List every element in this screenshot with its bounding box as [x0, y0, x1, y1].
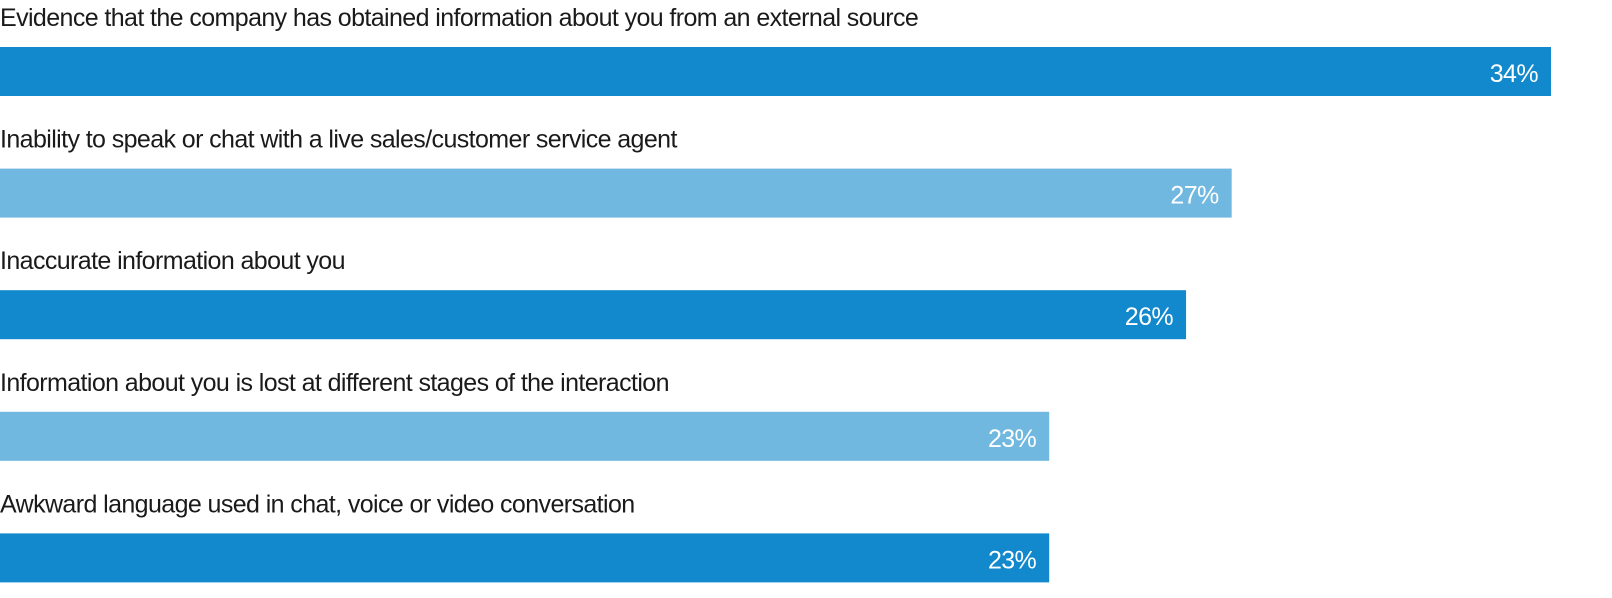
category-label: Inability to speak or chat with a live s… — [0, 126, 677, 154]
bar — [0, 168, 1232, 218]
value-label: 23% — [988, 425, 1037, 453]
value-label: 27% — [1170, 182, 1219, 210]
category-label: Evidence that the company has obtained i… — [0, 4, 918, 32]
bar — [0, 290, 1187, 340]
value-label: 34% — [1490, 60, 1539, 88]
category-label: Information about you is lost at differe… — [0, 369, 669, 397]
value-label: 26% — [1125, 303, 1174, 331]
category-label: Awkward language used in chat, voice or … — [0, 490, 635, 518]
bar — [0, 411, 1050, 461]
value-label: 23% — [988, 546, 1037, 574]
bar — [0, 47, 1551, 96]
category-label: Inaccurate information about you — [0, 247, 345, 275]
bar — [0, 533, 1050, 583]
